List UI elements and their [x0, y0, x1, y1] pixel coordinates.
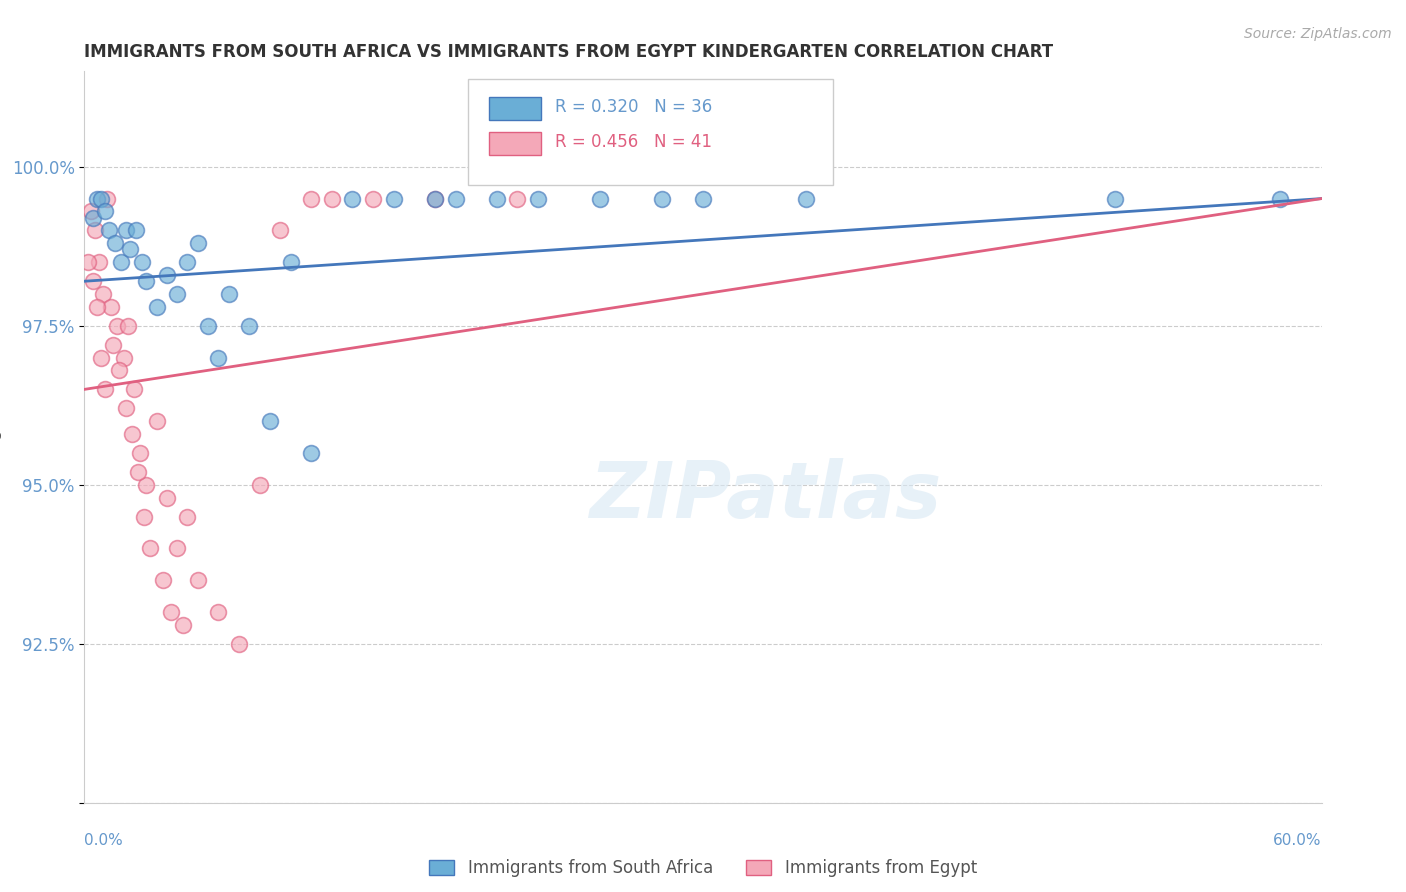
Point: [249, 477, 271, 491]
Point: [444, 192, 467, 206]
Point: [103, 338, 125, 352]
Point: [166, 541, 188, 556]
Point: [207, 351, 229, 365]
Point: [90, 351, 112, 365]
Text: 0.0%: 0.0%: [84, 833, 124, 848]
Point: [197, 318, 219, 333]
Point: [299, 192, 322, 206]
Text: 60.0%: 60.0%: [1274, 833, 1322, 848]
Point: [86, 300, 108, 314]
Point: [91, 287, 114, 301]
Point: [145, 414, 167, 428]
Point: [90, 192, 112, 206]
Point: [82, 211, 104, 225]
Point: [218, 287, 240, 301]
Point: [321, 192, 343, 206]
Point: [104, 236, 127, 251]
Point: [129, 446, 152, 460]
Point: [114, 401, 136, 416]
Bar: [489, 97, 541, 120]
Point: [98, 223, 121, 237]
Point: [125, 223, 148, 237]
Point: [382, 192, 405, 206]
FancyBboxPatch shape: [468, 78, 832, 185]
Point: [172, 617, 194, 632]
Text: Source: ZipAtlas.com: Source: ZipAtlas.com: [1244, 27, 1392, 41]
Point: [152, 573, 174, 587]
Point: [299, 446, 322, 460]
Point: [134, 509, 156, 524]
Point: [506, 192, 529, 206]
Point: [651, 192, 673, 206]
Point: [692, 192, 714, 206]
Point: [589, 192, 612, 206]
Point: [269, 223, 291, 237]
Point: [96, 192, 118, 206]
Point: [187, 573, 209, 587]
Point: [117, 318, 139, 333]
Text: R = 0.320   N = 36: R = 0.320 N = 36: [554, 98, 711, 116]
Point: [131, 255, 153, 269]
Point: [145, 300, 167, 314]
Point: [423, 192, 446, 206]
Point: [228, 637, 250, 651]
Text: R = 0.456   N = 41: R = 0.456 N = 41: [554, 133, 711, 152]
Point: [105, 318, 128, 333]
Text: IMMIGRANTS FROM SOUTH AFRICA VS IMMIGRANTS FROM EGYPT KINDERGARTEN CORRELATION C: IMMIGRANTS FROM SOUTH AFRICA VS IMMIGRAN…: [84, 44, 1053, 62]
Point: [527, 192, 550, 206]
Point: [100, 300, 122, 314]
Point: [176, 509, 198, 524]
Point: [114, 223, 136, 237]
Legend: Immigrants from South Africa, Immigrants from Egypt: Immigrants from South Africa, Immigrants…: [423, 853, 983, 884]
Bar: [489, 132, 541, 155]
Point: [79, 204, 101, 219]
Point: [187, 236, 209, 251]
Text: ZIPatlas: ZIPatlas: [589, 458, 941, 533]
Point: [83, 223, 105, 237]
Point: [135, 477, 157, 491]
Point: [156, 268, 179, 282]
Point: [156, 491, 179, 505]
Point: [94, 383, 117, 397]
Point: [77, 255, 100, 269]
Point: [1104, 192, 1126, 206]
Point: [794, 192, 817, 206]
Point: [176, 255, 198, 269]
Point: [166, 287, 188, 301]
Point: [139, 541, 162, 556]
Point: [160, 605, 183, 619]
Point: [82, 274, 104, 288]
Point: [108, 363, 131, 377]
Point: [86, 192, 108, 206]
Point: [121, 426, 143, 441]
Point: [135, 274, 157, 288]
Point: [207, 605, 229, 619]
Point: [110, 255, 132, 269]
Point: [87, 255, 110, 269]
Point: [94, 204, 117, 219]
Point: [280, 255, 302, 269]
Point: [122, 383, 145, 397]
Point: [127, 465, 149, 479]
Point: [1270, 192, 1292, 206]
Point: [342, 192, 364, 206]
Point: [361, 192, 384, 206]
Point: [118, 243, 141, 257]
Point: [112, 351, 135, 365]
Point: [238, 318, 260, 333]
Point: [259, 414, 281, 428]
Point: [485, 192, 508, 206]
Point: [423, 192, 446, 206]
